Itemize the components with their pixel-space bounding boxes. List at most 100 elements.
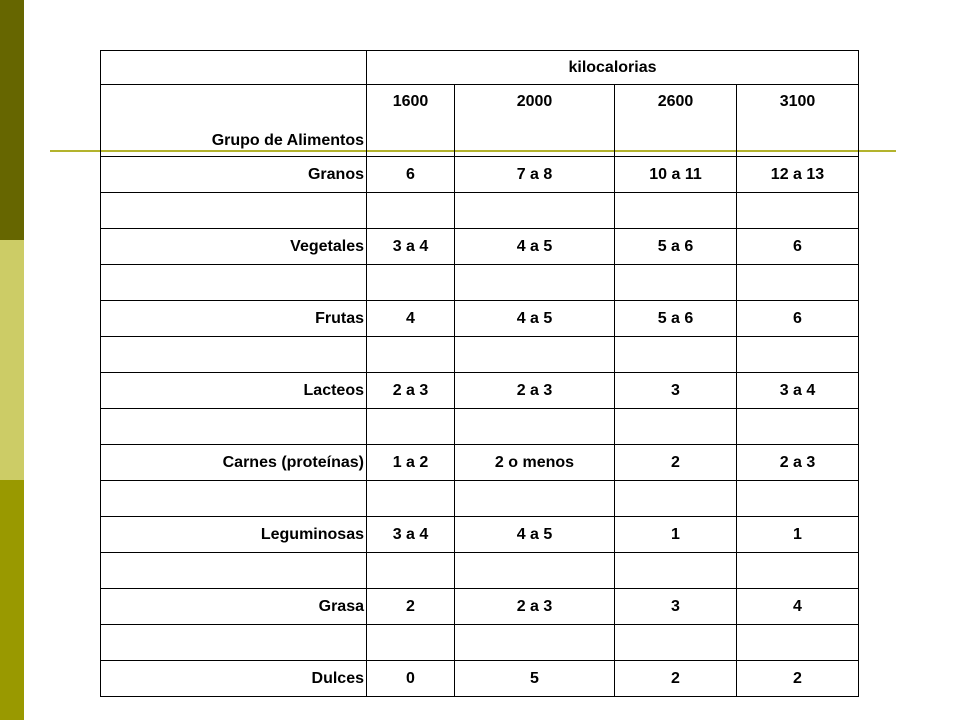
empty-cell: [736, 624, 859, 661]
empty-cell: [454, 552, 615, 589]
header-row-columns: Grupo de Alimentos 1600 2000 2600 3100: [100, 84, 859, 157]
spacer-row: [100, 192, 859, 229]
empty-cell: [100, 552, 367, 589]
serving-cell: 4: [736, 588, 859, 625]
empty-cell: [366, 480, 455, 517]
serving-cell: 1: [736, 516, 859, 553]
food-group-name: Grasa: [100, 588, 367, 625]
food-group-name: Carnes (proteínas): [100, 444, 367, 481]
serving-cell: 2 a 3: [736, 444, 859, 481]
serving-cell: 6: [736, 300, 859, 337]
column-header: 1600: [366, 84, 455, 157]
food-group-name: Leguminosas: [100, 516, 367, 553]
empty-cell: [454, 192, 615, 229]
serving-cell: 3: [614, 372, 737, 409]
empty-cell: [736, 552, 859, 589]
corner-cell: [100, 50, 367, 85]
serving-cell: 5: [454, 660, 615, 697]
serving-cell: 3 a 4: [366, 228, 455, 265]
empty-cell: [100, 624, 367, 661]
serving-cell: 4 a 5: [454, 516, 615, 553]
serving-cell: 7 a 8: [454, 156, 615, 193]
empty-cell: [454, 408, 615, 445]
empty-cell: [736, 192, 859, 229]
food-group-name: Granos: [100, 156, 367, 193]
empty-cell: [100, 480, 367, 517]
food-group-name: Dulces: [100, 660, 367, 697]
header-row-kcal: kilocalorias: [100, 50, 859, 85]
table-row: Dulces 0 5 2 2: [100, 660, 859, 697]
serving-cell: 2 o menos: [454, 444, 615, 481]
serving-cell: 4 a 5: [454, 228, 615, 265]
empty-cell: [614, 480, 737, 517]
empty-cell: [454, 480, 615, 517]
empty-cell: [366, 336, 455, 373]
empty-cell: [100, 192, 367, 229]
calorie-table: kilocalorias Grupo de Alimentos 1600 200…: [100, 50, 859, 697]
spacer-row: [100, 552, 859, 589]
serving-cell: 4 a 5: [454, 300, 615, 337]
serving-cell: 2: [614, 660, 737, 697]
spacer-row: [100, 480, 859, 517]
decor-bar-bottom: [0, 480, 24, 720]
serving-cell: 1 a 2: [366, 444, 455, 481]
serving-cell: 2 a 3: [454, 588, 615, 625]
empty-cell: [736, 480, 859, 517]
serving-cell: 6: [366, 156, 455, 193]
serving-cell: 2 a 3: [454, 372, 615, 409]
serving-cell: 2: [614, 444, 737, 481]
serving-cell: 5 a 6: [614, 228, 737, 265]
serving-cell: 12 a 13: [736, 156, 859, 193]
empty-cell: [100, 264, 367, 301]
serving-cell: 1: [614, 516, 737, 553]
empty-cell: [366, 552, 455, 589]
empty-cell: [366, 192, 455, 229]
serving-cell: 2: [736, 660, 859, 697]
serving-cell: 3: [614, 588, 737, 625]
serving-cell: 3 a 4: [736, 372, 859, 409]
serving-cell: 5 a 6: [614, 300, 737, 337]
empty-cell: [614, 192, 737, 229]
serving-cell: 0: [366, 660, 455, 697]
empty-cell: [366, 408, 455, 445]
empty-cell: [736, 408, 859, 445]
column-header: 3100: [736, 84, 859, 157]
empty-cell: [454, 624, 615, 661]
table-row: Granos 6 7 a 8 10 a 11 12 a 13: [100, 156, 859, 193]
food-group-name: Lacteos: [100, 372, 367, 409]
food-group-name: Vegetales: [100, 228, 367, 265]
empty-cell: [614, 336, 737, 373]
column-header: 2000: [454, 84, 615, 157]
empty-cell: [366, 624, 455, 661]
column-header: 2600: [614, 84, 737, 157]
serving-cell: 4: [366, 300, 455, 337]
serving-cell: 6: [736, 228, 859, 265]
empty-cell: [614, 408, 737, 445]
empty-cell: [454, 264, 615, 301]
spacer-row: [100, 264, 859, 301]
kcal-header: kilocalorias: [366, 50, 859, 85]
empty-cell: [736, 264, 859, 301]
serving-cell: 2: [366, 588, 455, 625]
spacer-row: [100, 408, 859, 445]
empty-cell: [100, 336, 367, 373]
empty-cell: [614, 264, 737, 301]
empty-cell: [736, 336, 859, 373]
decor-bar-top: [0, 0, 24, 240]
spacer-row: [100, 336, 859, 373]
serving-cell: 10 a 11: [614, 156, 737, 193]
empty-cell: [454, 336, 615, 373]
empty-cell: [100, 408, 367, 445]
row-header: Grupo de Alimentos: [100, 84, 367, 157]
empty-cell: [614, 552, 737, 589]
spacer-row: [100, 624, 859, 661]
empty-cell: [614, 624, 737, 661]
empty-cell: [366, 264, 455, 301]
serving-cell: 3 a 4: [366, 516, 455, 553]
